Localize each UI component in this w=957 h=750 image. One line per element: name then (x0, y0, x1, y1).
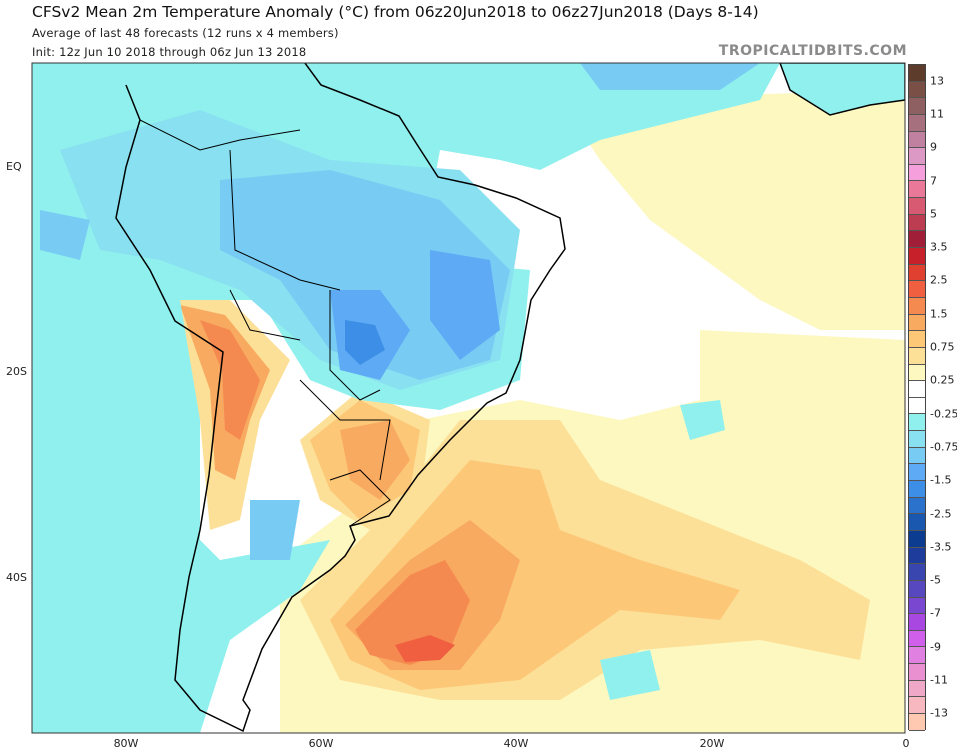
colorbar-segment (909, 264, 925, 282)
colorbar-label: 1.5 (930, 307, 948, 321)
colorbar-segment (909, 281, 925, 298)
colorbar-segment (909, 331, 925, 348)
lon-label-20w: 20W (699, 737, 725, 750)
colorbar-label: 2.5 (930, 273, 948, 287)
lon-label-40w: 40W (503, 737, 529, 750)
colorbar-segment (909, 248, 925, 265)
cold-anomaly-areas (32, 63, 780, 733)
map-frame (31, 62, 906, 734)
colorbar-segment (909, 181, 925, 199)
colorbar-segment (909, 214, 925, 232)
colorbar-segment (909, 198, 925, 215)
colorbar-segment (909, 564, 925, 581)
lon-label-60w: 60W (308, 737, 334, 750)
colorbar-segment (909, 680, 925, 698)
lat-label-eq: EQ (6, 160, 22, 173)
colorbar-label: 3.5 (930, 240, 948, 254)
colorbar-label: -5 (930, 573, 941, 587)
colorbar-segment (909, 614, 925, 631)
colorbar-label: 7 (930, 174, 937, 188)
colorbar-segment (909, 347, 925, 365)
colorbar-segment (909, 114, 925, 132)
colorbar-segment (909, 431, 925, 448)
colorbar-segment (909, 530, 925, 548)
warm-anomaly-areas (160, 90, 905, 733)
colorbar-label: -7 (930, 606, 941, 620)
colorbar-segment (909, 597, 925, 615)
colorbar-label: -13 (930, 706, 948, 720)
colorbar-segment (909, 381, 925, 398)
colorbar-segment (909, 514, 925, 531)
colorbar-segment (909, 164, 925, 182)
colorbar-label: -11 (930, 673, 948, 687)
colorbar-segment (909, 314, 925, 332)
lon-label-80w: 80W (113, 737, 139, 750)
colorbar-segment (909, 65, 925, 82)
colorbar-label: -1.5 (930, 473, 952, 487)
colorbar-segment (909, 547, 925, 565)
colorbar-segment (909, 98, 925, 115)
colorbar-segment (909, 81, 925, 99)
colorbar-label: 9 (930, 140, 937, 154)
colorbar-segment (909, 414, 925, 432)
map-title: CFSv2 Mean 2m Temperature Anomaly (°C) f… (32, 3, 759, 21)
colorbar (908, 64, 926, 731)
init-time: Init: 12z Jun 10 2018 through 06z Jun 13… (32, 45, 307, 59)
colorbar-segment (909, 664, 925, 681)
south-america-coastline (115, 63, 566, 733)
colorbar-segment (909, 231, 925, 249)
colorbar-segment (909, 647, 925, 665)
colorbar-label: 13 (930, 74, 944, 88)
lat-label-20s: 20S (6, 365, 27, 378)
colorbar-segment (909, 464, 925, 482)
colorbar-segment (909, 497, 925, 515)
colorbar-label: 11 (930, 107, 944, 121)
colorbar-label: -3.5 (930, 540, 952, 554)
colorbar-segment (909, 131, 925, 149)
colorbar-segment (909, 481, 925, 498)
colorbar-segment (909, 364, 925, 382)
colorbar-label: -2.5 (930, 507, 952, 521)
lon-label-0: 0 (902, 737, 910, 750)
colorbar-segment (909, 713, 925, 731)
colorbar-label: -9 (930, 640, 941, 654)
colorbar-segment (909, 297, 925, 315)
colorbar-segment (909, 630, 925, 648)
colorbar-segment (909, 580, 925, 598)
colorbar-segment (909, 697, 925, 714)
lat-label-40s: 40S (6, 571, 27, 584)
colorbar-segment (909, 148, 925, 165)
colorbar-label: -0.25 (930, 407, 957, 421)
colorbar-label: -0.75 (930, 440, 957, 454)
africa-coastline (779, 63, 905, 116)
colorbar-segment (909, 397, 925, 415)
colorbar-label: 5 (930, 207, 937, 221)
watermark: TROPICALTIDBITS.COM (718, 43, 907, 59)
colorbar-label: 0.25 (930, 373, 955, 387)
country-borders (139, 119, 391, 527)
colorbar-segment (909, 447, 925, 465)
colorbar-label: 0.75 (930, 340, 955, 354)
map-subtitle: Average of last 48 forecasts (12 runs x … (32, 26, 339, 40)
